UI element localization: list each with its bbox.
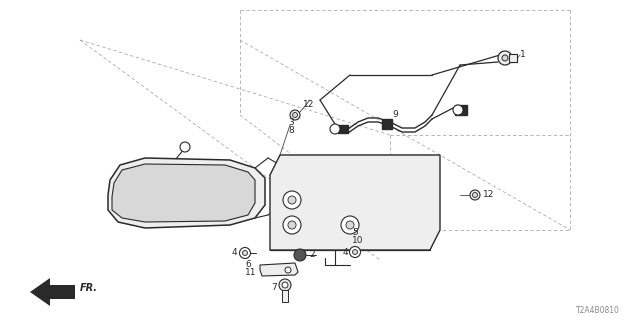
- Bar: [338, 125, 348, 133]
- Text: 2: 2: [309, 250, 315, 259]
- Text: 9: 9: [392, 110, 397, 119]
- Circle shape: [285, 267, 291, 273]
- Circle shape: [288, 196, 296, 204]
- Circle shape: [288, 221, 296, 229]
- Polygon shape: [30, 278, 75, 306]
- Text: 4: 4: [343, 248, 349, 257]
- Circle shape: [330, 124, 340, 134]
- Polygon shape: [112, 164, 255, 222]
- Bar: [509, 54, 517, 62]
- Circle shape: [283, 191, 301, 209]
- Text: T2A4B0810: T2A4B0810: [576, 306, 620, 315]
- Circle shape: [290, 110, 300, 120]
- Polygon shape: [260, 263, 298, 276]
- Text: 8: 8: [288, 126, 294, 135]
- Circle shape: [283, 216, 301, 234]
- Text: 12: 12: [483, 190, 494, 199]
- Text: 5: 5: [352, 228, 358, 237]
- Circle shape: [180, 142, 190, 152]
- Circle shape: [346, 221, 354, 229]
- Circle shape: [294, 249, 306, 261]
- Text: 12: 12: [303, 100, 314, 109]
- Polygon shape: [270, 155, 440, 250]
- Circle shape: [243, 251, 248, 255]
- Circle shape: [279, 279, 291, 291]
- Text: 11: 11: [245, 268, 257, 277]
- Circle shape: [282, 282, 288, 288]
- Circle shape: [353, 250, 358, 254]
- Text: 10: 10: [352, 236, 364, 245]
- Circle shape: [453, 105, 463, 115]
- Text: 6: 6: [245, 260, 251, 269]
- Text: 3: 3: [288, 118, 294, 127]
- Circle shape: [498, 51, 512, 65]
- Circle shape: [341, 216, 359, 234]
- Text: FR.: FR.: [80, 283, 98, 293]
- Bar: [282, 290, 288, 302]
- Bar: [382, 119, 392, 129]
- Polygon shape: [108, 158, 265, 228]
- Circle shape: [502, 55, 508, 61]
- Circle shape: [470, 190, 480, 200]
- Bar: [455, 105, 467, 115]
- Circle shape: [239, 247, 250, 259]
- Text: 4: 4: [232, 248, 237, 257]
- Text: 1: 1: [520, 50, 525, 59]
- Circle shape: [472, 193, 477, 197]
- Circle shape: [292, 113, 298, 117]
- Circle shape: [349, 246, 360, 258]
- Text: 7: 7: [271, 283, 276, 292]
